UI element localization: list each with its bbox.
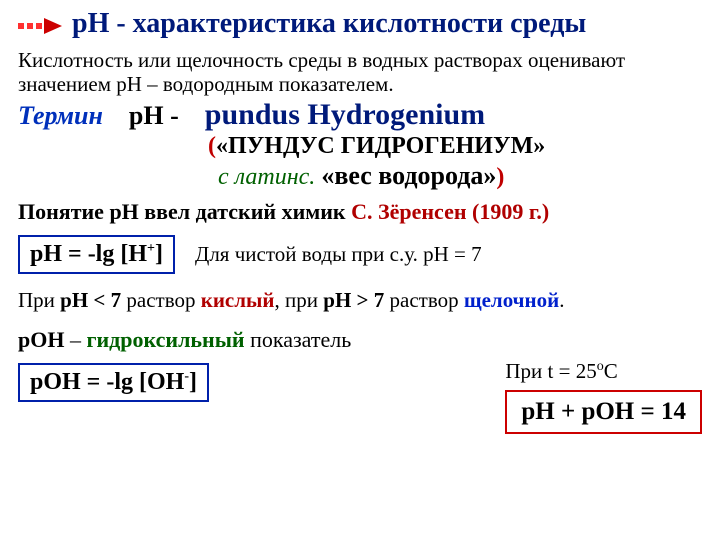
poh-label: рОН – гидроксильный показатель <box>18 327 702 353</box>
cond-c1: рН < 7 <box>60 288 121 312</box>
cond-base: щелочной <box>464 288 559 312</box>
arrow-icon <box>18 10 62 42</box>
sum-text: рН + рОН = 14 <box>521 398 686 425</box>
condition-line: При рН < 7 раствор кислый, при рН > 7 ра… <box>18 288 702 313</box>
poh-formula: рОН = -lg [OH <box>30 369 184 395</box>
cond-c2: рН > 7 <box>323 288 384 312</box>
cond-dot: . <box>559 288 564 312</box>
latin-line: с латинс. «вес водорода») <box>218 161 702 191</box>
cond-p2: раствор <box>121 288 201 312</box>
cond-p4: раствор <box>384 288 464 312</box>
poh-dash: – <box>64 327 86 352</box>
ph-sup: + <box>147 241 155 256</box>
intro-text: Кислотность или щелочность среды в водны… <box>18 48 702 96</box>
ph-formula: рН = -lg [H <box>30 241 147 267</box>
ph-row: рН = -lg [H+] Для чистой воды при с.у. р… <box>18 235 702 274</box>
translit-line: («ПУНДУС ГИДРОГЕНИУМ» <box>208 132 702 161</box>
page-title: рН - характеристика кислотности среды <box>18 8 702 42</box>
poh-suffix: показатель <box>245 327 352 352</box>
concept-line: Понятие рН ввел датский химик С. Зёренсе… <box>18 199 702 225</box>
title-text: рН - характеристика кислотности среды <box>72 8 586 39</box>
ph-formula-box: рН = -lg [H+] <box>18 235 175 274</box>
term-label: Термин <box>18 101 103 130</box>
sum-box: рН + рОН = 14 <box>505 390 702 434</box>
cond-p3: , при <box>275 288 324 312</box>
cond-acid: кислый <box>201 288 275 312</box>
concept-prefix: Понятие рН ввел датский химик <box>18 199 351 224</box>
term-dash: - <box>170 101 185 130</box>
right-column: При t = 25oC рН + рОН = 14 <box>505 359 702 434</box>
ph-close: ] <box>155 241 163 267</box>
latin-prefix: с латинс. <box>218 164 315 190</box>
cond-p1: При <box>18 288 60 312</box>
poh-prefix: рОН <box>18 327 64 352</box>
poh-close: ] <box>189 369 197 395</box>
meaning: «вес водорода» <box>321 161 496 190</box>
paren-open: ( <box>208 133 216 159</box>
temp-text: При t = 25 <box>505 359 596 383</box>
temp-line: При t = 25oC <box>505 359 702 384</box>
translit-caps: «ПУНДУС ГИДРОГЕНИУМ» <box>216 133 545 159</box>
poh-word: гидроксильный <box>86 327 244 352</box>
term-latin: pundus Hydrogenium <box>205 98 485 131</box>
pure-water: Для чистой воды при с.у. рН = 7 <box>195 242 482 267</box>
paren-close: ) <box>496 164 504 190</box>
temp-sup: o <box>597 359 604 374</box>
poh-formula-box: рОН = -lg [OH-] <box>18 363 209 402</box>
term-line: Термин рН - pundus Hydrogenium <box>18 98 702 132</box>
concept-name: С. Зёренсен (1909 г.) <box>351 199 549 224</box>
temp-unit: C <box>604 359 618 383</box>
poh-row: рОН = -lg [OH-] При t = 25oC рН + рОН = … <box>18 359 702 434</box>
term-ph: рН <box>129 101 164 130</box>
